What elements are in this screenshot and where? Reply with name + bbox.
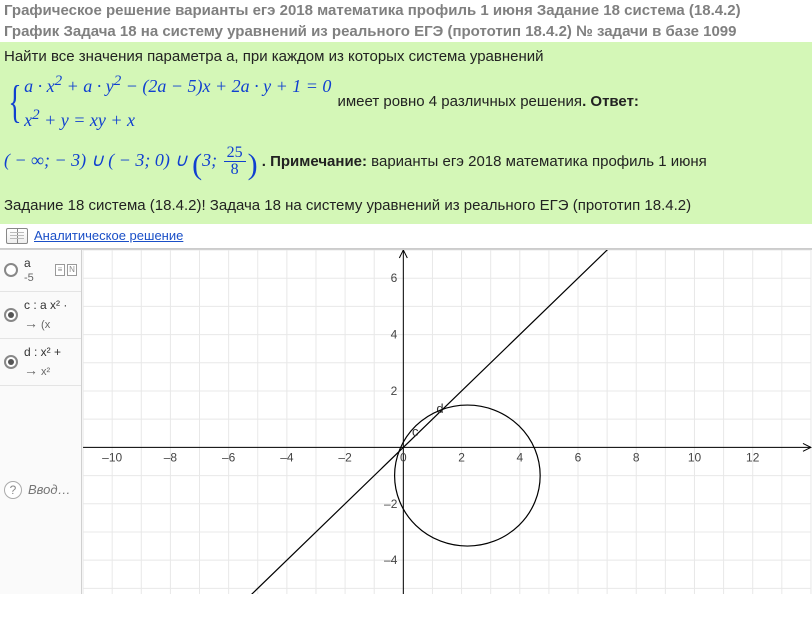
algebra-row-content: c : a x² ·→ (x [24, 298, 77, 332]
svg-text:–2: –2 [338, 450, 352, 464]
graph-svg: –10–8–6–4–2024681012–4–2246ddc [82, 250, 812, 594]
algebra-row-0[interactable]: a-5 ≡N [0, 250, 81, 293]
analytical-solution-link[interactable]: Аналитическое решение [34, 228, 183, 243]
solution-link-row: Аналитическое решение [0, 224, 812, 249]
svg-text:–8: –8 [164, 450, 178, 464]
algebra-input-row: ? [0, 386, 81, 593]
header-block: Графическое решение варианты егэ 2018 ма… [0, 0, 812, 42]
svg-text:–4: –4 [280, 450, 294, 464]
visibility-toggle-icon[interactable] [4, 355, 18, 369]
svg-text:4: 4 [516, 450, 523, 464]
svg-text:4: 4 [391, 327, 398, 341]
problem-intro: Найти все значения параметра a, при кажд… [4, 46, 808, 69]
svg-text:2: 2 [458, 450, 465, 464]
note-text: варианты егэ 2018 математика профиль 1 и… [371, 153, 707, 170]
svg-text:–10: –10 [102, 450, 122, 464]
algebra-row-content: d : x² +→ x² [24, 345, 77, 379]
note-label: . Примечание: [262, 153, 367, 170]
algebra-row-2[interactable]: d : x² +→ x² [0, 339, 81, 386]
svg-text:2: 2 [391, 383, 398, 397]
visibility-toggle-icon[interactable] [4, 263, 18, 277]
svg-text:6: 6 [391, 271, 398, 285]
page-title-2: График Задача 18 на систему уравнений из… [4, 23, 808, 42]
curly-brace-icon: { [8, 79, 21, 125]
algebra-row-content: a-5 [24, 256, 49, 286]
graph-panel[interactable]: –10–8–6–4–2024681012–4–2246ddc [82, 250, 812, 594]
svg-text:8: 8 [633, 450, 640, 464]
book-icon [6, 228, 28, 244]
svg-text:12: 12 [746, 450, 760, 464]
equation-system: { a · x2 + a · y2 − (2a − 5)x + 2a · y +… [4, 68, 808, 136]
visibility-toggle-icon[interactable] [4, 308, 18, 322]
equation-2: x2 + y = xy + x [24, 102, 331, 136]
svg-text:–6: –6 [222, 450, 236, 464]
geogebra-applet: a-5 ≡N c : a x² ·→ (x d : x² +→ x² ? –10 –8 –… [0, 249, 812, 594]
svg-text:10: 10 [688, 450, 702, 464]
mid-text: имеет ровно 4 различных решения. Ответ: [337, 91, 638, 114]
equation-1: a · x2 + a · y2 − (2a − 5)x + 2a · y + 1… [24, 68, 331, 102]
help-icon[interactable]: ? [4, 481, 22, 499]
svg-text:–2: –2 [384, 496, 398, 510]
algebra-input[interactable] [28, 482, 77, 497]
svg-text:c: c [412, 424, 419, 439]
page-title-1: Графическое решение варианты егэ 2018 ма… [4, 2, 808, 21]
svg-text:0: 0 [400, 450, 407, 464]
algebra-panel: a-5 ≡N c : a x² ·→ (x d : x² +→ x² ? [0, 250, 82, 594]
algebra-row-1[interactable]: c : a x² ·→ (x [0, 292, 81, 339]
slider-controls-icon[interactable]: ≡N [55, 264, 77, 276]
answer-math: ( − ∞; − 3) ∪ ( − 3; 0) ∪ (3; 258) [4, 150, 258, 170]
svg-text:–4: –4 [384, 553, 398, 567]
svg-text:6: 6 [575, 450, 582, 464]
problem-tail: Задание 18 система (18.4.2)! Задача 18 н… [4, 195, 808, 218]
answer-line: ( − ∞; − 3) ∪ ( − 3; 0) ∪ (3; 258) . При… [4, 142, 808, 187]
problem-block: Найти все значения параметра a, при кажд… [0, 42, 812, 224]
